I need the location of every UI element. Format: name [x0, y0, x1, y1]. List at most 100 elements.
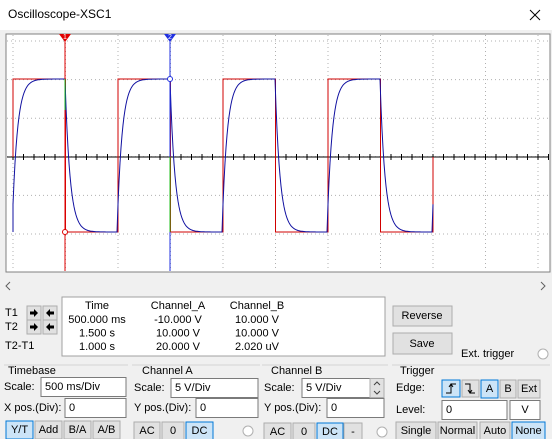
group-title: Timebase	[8, 365, 56, 377]
edge-icon	[446, 383, 456, 394]
field-label: Edge:	[396, 382, 425, 394]
channel-a-scale[interactable]	[170, 378, 259, 398]
coupling-button-label: DC	[192, 425, 208, 437]
channel-b-radio[interactable]	[376, 426, 388, 438]
mode-button-label: B/A	[69, 424, 87, 436]
reverse-button[interactable]	[392, 305, 453, 327]
readout-cell: 500.000 ms	[68, 314, 126, 326]
spinner[interactable]	[369, 378, 385, 398]
mode-button[interactable]	[63, 420, 92, 439]
trigger-mode-button[interactable]	[437, 421, 478, 439]
mode-button[interactable]	[34, 420, 63, 439]
arrow-icon	[30, 309, 38, 317]
channel-a-scale-value: 5 V/Div	[175, 382, 211, 394]
cursor-marker	[62, 229, 68, 235]
row-label: T1	[5, 307, 18, 319]
coupling-button-label: 0	[170, 425, 176, 437]
coupling-button[interactable]	[263, 422, 292, 439]
readout-cell: 10.000 V	[235, 314, 280, 326]
group-title: Trigger	[400, 365, 435, 377]
coupling-button[interactable]	[133, 421, 161, 439]
coupling-button[interactable]	[343, 422, 363, 439]
readout-cell: 1.000 s	[79, 341, 116, 353]
source-button[interactable]	[499, 379, 517, 399]
mode-button[interactable]	[5, 420, 34, 439]
coupling-button-label: DC	[322, 426, 338, 438]
channel-b-trace	[12, 78, 434, 233]
readout-cell: 10.000 V	[235, 327, 280, 339]
cursor-handle[interactable]	[59, 34, 71, 42]
coupling-button[interactable]	[185, 421, 214, 439]
source-button[interactable]	[480, 379, 499, 399]
readout-cell: 20.000 V	[156, 341, 201, 353]
trigger-mode-button[interactable]	[395, 421, 437, 439]
window-title: Oscilloscope-XSC1	[8, 7, 112, 21]
scrollbar[interactable]	[0, 280, 552, 292]
timebase-xpos[interactable]	[64, 398, 127, 418]
field-label: Y pos.(Div):	[264, 402, 321, 414]
title-bar	[0, 0, 552, 30]
trigger-level[interactable]	[441, 400, 508, 420]
field-label: Y pos.(Div):	[134, 402, 191, 414]
channel-b-ypos-value: 0	[331, 402, 337, 414]
channel-a-ypos-value: 0	[200, 402, 206, 414]
trigger-mode-button-label: None	[515, 425, 541, 437]
trigger-mode-button-label: Normal	[440, 425, 475, 437]
readout-cell: 2.020 uV	[235, 341, 280, 353]
source-button-label: B	[504, 383, 511, 395]
control-panels: Timebase Scale: 500 ms/Div X pos.(Div): 0 Y/T…	[4, 364, 550, 439]
trigger-mode-button[interactable]	[511, 421, 546, 439]
row-label: T2-T1	[5, 340, 34, 352]
ext-trigger-label: Ext. trigger	[461, 348, 515, 360]
timebase-xpos-value: 0	[69, 402, 75, 414]
field-label: Scale:	[134, 382, 165, 394]
level-unit: V	[521, 404, 529, 416]
level-unit-box[interactable]	[509, 400, 541, 420]
mode-button-label: Add	[39, 424, 59, 436]
coupling-button[interactable]	[292, 422, 316, 439]
cursor-handle[interactable]	[164, 34, 176, 42]
readout-cell: -10.000 V	[154, 314, 202, 326]
edge-icon	[465, 383, 475, 394]
column-header: Time	[85, 300, 109, 312]
arrow-icon	[46, 309, 54, 317]
ext-trigger-radio[interactable]	[537, 348, 549, 360]
coupling-button-label: AC	[139, 425, 154, 437]
cursor-label: 2	[168, 34, 172, 41]
scroll-right[interactable]	[540, 281, 546, 291]
coupling-button-label: 0	[301, 426, 307, 438]
mode-button-label: Y/T	[11, 424, 28, 436]
readout-box	[61, 296, 386, 357]
channel-a-radio[interactable]	[242, 425, 254, 437]
close-button[interactable]	[529, 9, 541, 21]
trigger-mode-button-label: Single	[401, 425, 432, 437]
field-label: Level:	[396, 404, 425, 416]
timebase-scale[interactable]	[40, 377, 127, 397]
cursor-label: 1	[63, 34, 67, 41]
trigger-mode-button[interactable]	[479, 421, 511, 439]
mode-button[interactable]	[92, 420, 121, 439]
trigger-level-value: 0	[446, 404, 452, 416]
source-button-label: Ext	[521, 383, 537, 395]
field-label: Scale:	[264, 382, 295, 394]
coupling-button[interactable]	[161, 421, 185, 439]
save-button[interactable]	[392, 332, 453, 355]
cursor-marker	[167, 76, 173, 82]
cursor-arrows[interactable]	[26, 305, 58, 335]
channel-b-ypos[interactable]	[326, 398, 385, 418]
group-title: Channel A	[142, 365, 193, 377]
group-title: Channel B	[271, 365, 322, 377]
arrow-icon	[46, 323, 54, 331]
source-button-label: A	[486, 383, 494, 395]
coupling-button-label: AC	[270, 426, 285, 438]
button-label: Save	[409, 338, 434, 350]
coupling-button[interactable]	[316, 422, 344, 439]
field-label: X pos.(Div):	[4, 402, 61, 414]
timebase-scale-value: 500 ms/Div	[45, 381, 101, 393]
scroll-left[interactable]	[5, 281, 11, 291]
source-button[interactable]	[517, 379, 541, 399]
channel-a-ypos[interactable]	[195, 398, 259, 418]
field-label: Scale:	[4, 381, 35, 393]
